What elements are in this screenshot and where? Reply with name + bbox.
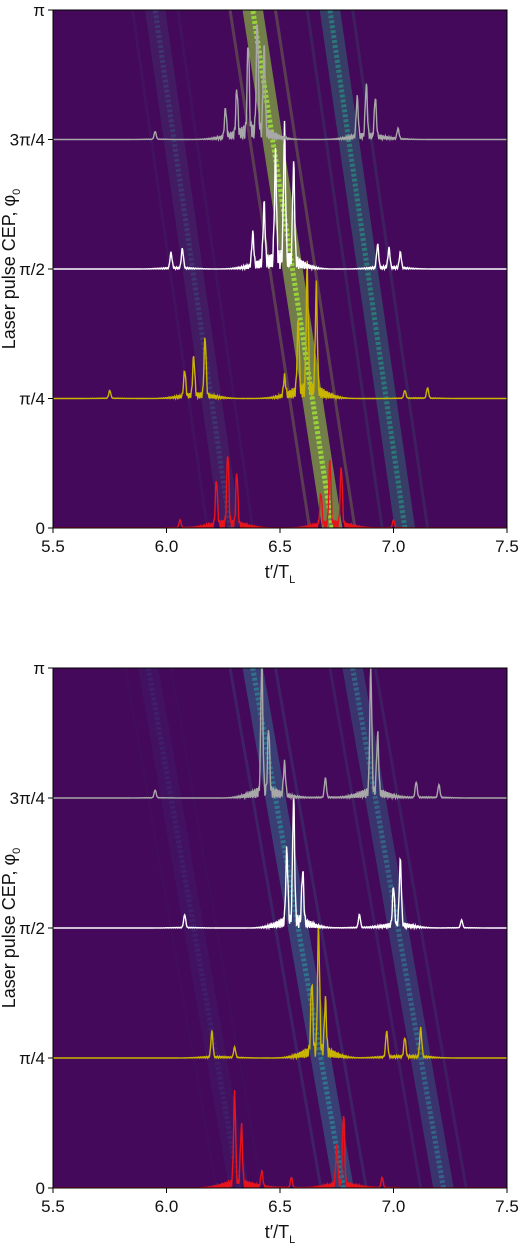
band-core-0: [250, 668, 347, 1188]
plot-area: [53, 10, 507, 528]
panel-top: 5.5 6.0 6.5 7.0 7.5 0 π/4 π/2 3π/4 π t′/TL Laser pu…: [0, 1, 519, 586]
x-tick-label: 5.5: [41, 537, 65, 556]
x-tick-label: 6.5: [268, 1197, 292, 1216]
x-tick-label: 6.0: [155, 1197, 179, 1216]
x-tick-label: 6.0: [155, 537, 179, 556]
x-axis-label: t′/TL: [265, 1222, 296, 1246]
y-tick-label: 0: [36, 519, 45, 538]
band-fringe-1-0: [130, 10, 209, 528]
trace-phi-1: [53, 924, 507, 1061]
band-fringe-0-0: [228, 10, 311, 528]
band-fringe-1-1: [373, 668, 468, 1188]
panel-bottom: 5.5 6.0 6.5 7.0 7.5 0 π/4 π/2 3π/4 π t′/TL Laser pu…: [0, 659, 519, 1246]
x-tick-label: 7.5: [495, 1197, 519, 1216]
trace-phi-3: [53, 24, 507, 143]
x-axis-label: t′/TL: [265, 562, 296, 586]
y-tick-label: π/4: [19, 389, 45, 408]
trace-phi-1: [53, 260, 507, 402]
band-fringe-0-0: [228, 668, 323, 1188]
x-axis-label-text: t′/T: [265, 1222, 289, 1242]
trace-phi-2: [53, 795, 507, 931]
trace-phi-2: [53, 120, 507, 272]
x-axis-label-text: t′/T: [265, 562, 289, 582]
y-tick-label: π: [33, 1, 45, 20]
x-tick-label: 7.0: [382, 1197, 406, 1216]
plot-area: [53, 668, 507, 1188]
y-tick-label: 3π/4: [10, 130, 45, 149]
band-core-1: [350, 668, 446, 1188]
y-axis-label: Laser pulse CEP, φ0: [0, 189, 23, 350]
y-axis-label-text: Laser pulse CEP, φ: [0, 195, 19, 349]
trace-phi-3: [53, 668, 507, 801]
y-tick-label: π/2: [19, 260, 45, 279]
x-tick-label: 7.5: [495, 537, 519, 556]
y-axis-label-subscript: 0: [11, 189, 23, 195]
y-axis-label: Laser pulse CEP, φ0: [0, 848, 23, 1009]
band-core-2: [145, 668, 242, 1188]
x-tick-label: 5.5: [41, 1197, 65, 1216]
y-tick-label: 0: [36, 1179, 45, 1198]
y-axis-label-text: Laser pulse CEP, φ: [0, 854, 19, 1008]
y-tick-label: π: [33, 659, 45, 678]
x-tick-label: 6.5: [268, 537, 292, 556]
y-axis-label-subscript: 0: [11, 848, 23, 854]
x-axis-label-subscript: L: [289, 574, 295, 586]
y-tick-label: π/4: [19, 1049, 45, 1068]
y-tick-label: π/2: [19, 919, 45, 938]
x-axis-label-subscript: L: [289, 1234, 295, 1246]
x-tick-label: 7.0: [382, 537, 406, 556]
y-tick-label: 3π/4: [10, 789, 45, 808]
